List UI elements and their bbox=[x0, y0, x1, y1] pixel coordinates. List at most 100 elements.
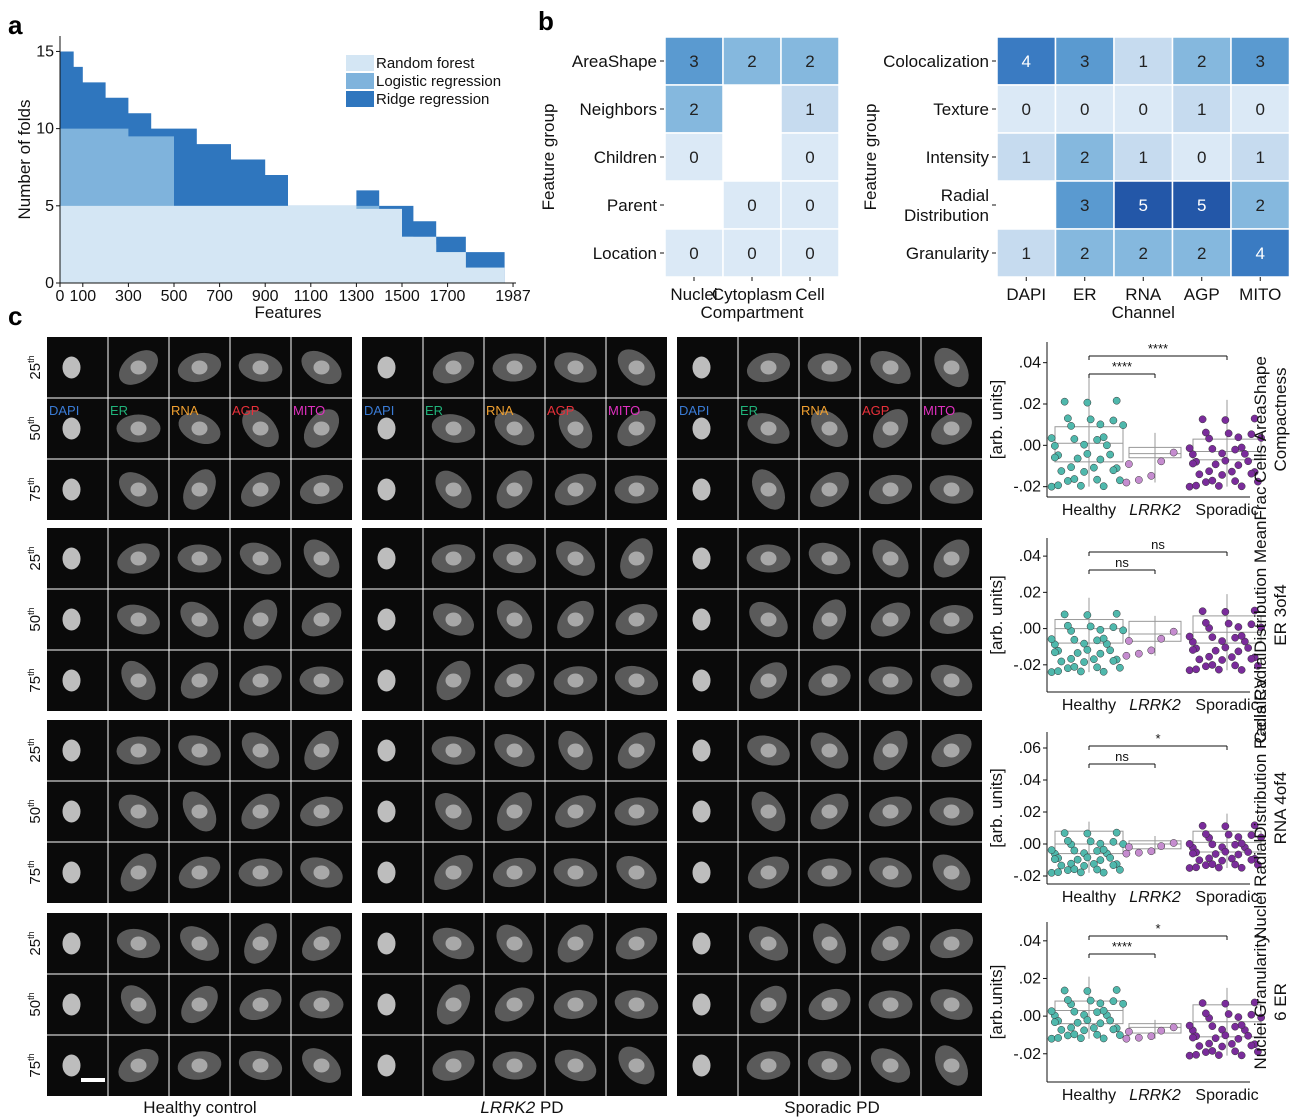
percentile-suffix: th bbox=[26, 1053, 36, 1061]
data-point bbox=[1185, 444, 1194, 453]
channel-label: RNA bbox=[486, 403, 514, 418]
percentile-suffix: th bbox=[26, 607, 36, 615]
series-random-forest-area bbox=[60, 205, 516, 283]
heatmap-cell bbox=[1171, 180, 1232, 230]
heatmap-value: 0 bbox=[1256, 100, 1265, 119]
heatmap-value: 3 bbox=[1080, 52, 1089, 71]
y-axis-label: [arb.units] bbox=[987, 965, 1006, 1040]
nucleus-image bbox=[692, 739, 711, 762]
data-point bbox=[1169, 448, 1178, 457]
data-point bbox=[1244, 1031, 1252, 1040]
data-point bbox=[1192, 863, 1200, 872]
data-point bbox=[1215, 863, 1223, 872]
percentile-suffix: th bbox=[26, 668, 36, 676]
cell-nucleus-image bbox=[882, 673, 899, 688]
nucleus-image bbox=[62, 739, 81, 762]
cell-nucleus-image bbox=[130, 997, 147, 1012]
data-point bbox=[1070, 1007, 1079, 1016]
cell-nucleus-image bbox=[943, 997, 960, 1012]
heatmap-cell bbox=[780, 180, 840, 230]
cell-nucleus-image bbox=[628, 936, 645, 951]
heatmap-value: 0 bbox=[689, 148, 698, 167]
data-point bbox=[1064, 996, 1072, 1004]
cell-nucleus-image bbox=[445, 865, 462, 880]
data-point bbox=[1202, 428, 1210, 437]
heatmap-cell bbox=[664, 84, 724, 134]
data-point bbox=[1218, 449, 1226, 458]
data-point bbox=[1250, 821, 1259, 830]
data-point bbox=[1185, 1021, 1194, 1030]
nucleus-image bbox=[62, 356, 81, 379]
data-point bbox=[1257, 1013, 1265, 1022]
data-point bbox=[1237, 632, 1246, 640]
data-point bbox=[1228, 467, 1236, 476]
cell-nucleus-image bbox=[567, 997, 584, 1012]
heatmap-cell bbox=[1113, 132, 1174, 182]
nucleus-image bbox=[692, 861, 711, 884]
box bbox=[1128, 446, 1182, 459]
data-point bbox=[1051, 648, 1059, 657]
data-point bbox=[1109, 1025, 1118, 1034]
percentile-label: 25th bbox=[26, 738, 44, 762]
cell-nucleus-image bbox=[445, 997, 462, 1012]
data-point bbox=[1122, 1034, 1131, 1043]
x-tick-label: Sporadic bbox=[1195, 1087, 1258, 1104]
data-point bbox=[1060, 610, 1069, 619]
cell-nucleus-image bbox=[760, 997, 777, 1012]
row-label: Granularity bbox=[906, 244, 990, 263]
heatmap-cell bbox=[722, 36, 782, 86]
heatmap-value: 0 bbox=[805, 196, 814, 215]
data-point bbox=[1231, 633, 1239, 642]
data-point bbox=[1234, 623, 1243, 631]
data-point bbox=[1224, 429, 1233, 438]
cell-nucleus-image bbox=[191, 421, 208, 436]
data-point bbox=[1208, 1047, 1217, 1055]
cell-nucleus-image bbox=[191, 360, 208, 375]
group-label-lrrk2-gene: LRRK2 bbox=[480, 1098, 535, 1117]
cell-nucleus-image bbox=[882, 1058, 899, 1073]
data-point bbox=[1080, 1026, 1088, 1035]
row-label: Neighbors bbox=[580, 100, 658, 119]
cell-nucleus-image bbox=[506, 551, 523, 566]
cell-nucleus-image bbox=[882, 421, 899, 436]
heatmap-cell bbox=[996, 84, 1057, 134]
data-point bbox=[1093, 847, 1101, 855]
panel-letter-b: b bbox=[538, 6, 554, 36]
percentile-suffix: th bbox=[26, 416, 36, 424]
data-point bbox=[1086, 622, 1095, 631]
data-point bbox=[1093, 1008, 1101, 1017]
significance-label: ns bbox=[1115, 749, 1129, 764]
heatmap-value: 0 bbox=[805, 244, 814, 263]
data-point bbox=[1080, 440, 1088, 449]
x-tick-label: 1500 bbox=[384, 288, 420, 305]
data-point bbox=[1099, 634, 1108, 643]
data-point bbox=[1054, 868, 1062, 877]
group-label-lrrk2-suffix: PD bbox=[535, 1098, 563, 1117]
y-tick-label: 0 bbox=[45, 275, 54, 292]
data-point bbox=[1122, 849, 1131, 858]
cell-nucleus-image bbox=[130, 482, 147, 497]
channel-label: RNA bbox=[801, 403, 829, 418]
data-point bbox=[1192, 1050, 1200, 1059]
cell-nucleus-image bbox=[567, 482, 584, 497]
percentile-suffix: th bbox=[26, 992, 36, 1000]
side-label: Nuclei Granularity bbox=[1251, 934, 1270, 1070]
data-point bbox=[1185, 666, 1194, 675]
data-point bbox=[1221, 822, 1230, 831]
channel-label: DAPI bbox=[49, 403, 79, 418]
data-point bbox=[1119, 999, 1127, 1008]
cell-nucleus-image bbox=[445, 612, 462, 627]
data-point bbox=[1134, 476, 1143, 484]
cell-nucleus-image bbox=[313, 360, 330, 375]
data-point bbox=[1198, 821, 1207, 830]
cell-nucleus-image bbox=[821, 997, 838, 1012]
y-tick-label: -.02 bbox=[1013, 657, 1041, 674]
cell-nucleus-image bbox=[943, 421, 960, 436]
nucleus-image bbox=[377, 932, 396, 955]
percentile-suffix: th bbox=[26, 546, 36, 554]
data-point bbox=[1247, 831, 1256, 839]
data-point bbox=[1189, 450, 1197, 459]
cell-nucleus-image bbox=[445, 804, 462, 819]
channel-label: AGP bbox=[862, 403, 889, 418]
